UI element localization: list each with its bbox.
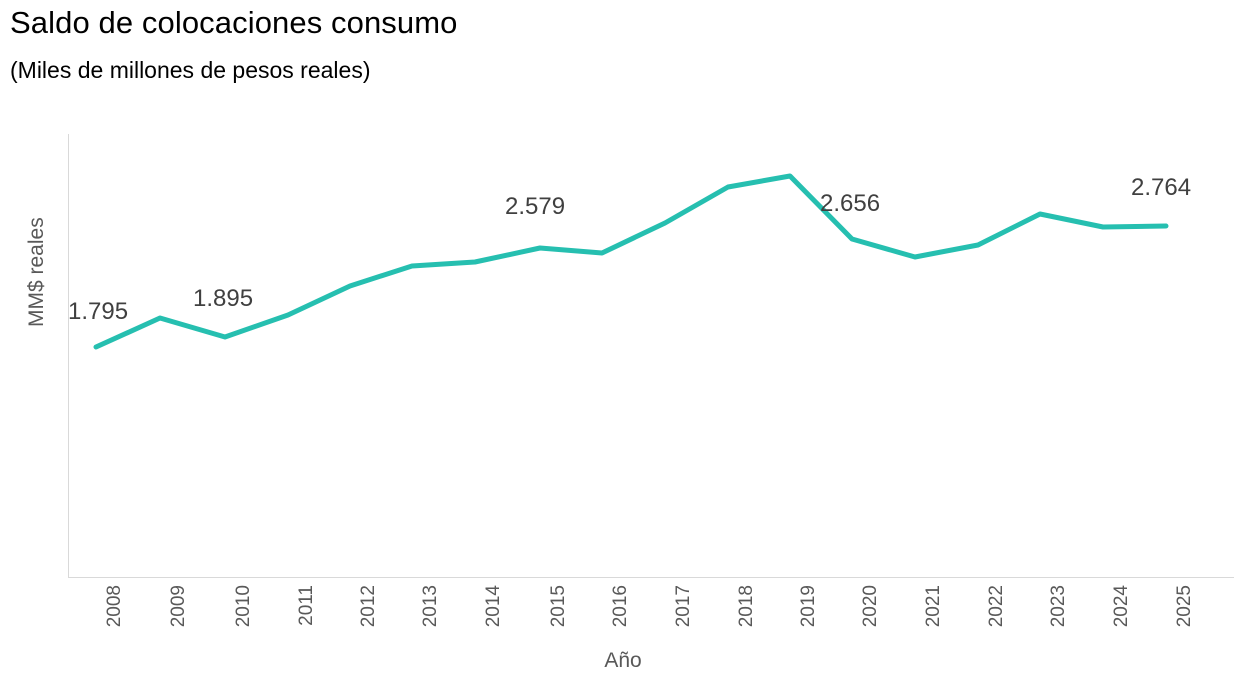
data-label-2010: 1.895	[193, 285, 254, 312]
x-tick-label-2020: 2020	[860, 585, 881, 628]
x-tick-label-2016: 2016	[610, 585, 631, 628]
x-tick-label-2013: 2013	[420, 585, 441, 628]
x-tick-label-2019: 2019	[798, 585, 819, 628]
series-line-saldo	[93, 173, 1169, 350]
data-label-2015: 2.579	[505, 193, 566, 220]
data-label-2020: 2.656	[820, 190, 881, 217]
data-label-2008: 1.795	[68, 298, 129, 325]
x-tick-label-2015: 2015	[548, 585, 569, 628]
data-label-2025: 2.764	[1131, 174, 1192, 201]
chart-subtitle: (Miles de millones de pesos reales)	[10, 57, 371, 83]
x-tick-label-2010: 2010	[233, 585, 254, 628]
x-tick-label-2008: 2008	[104, 585, 125, 628]
x-tick-label-2022: 2022	[986, 585, 1007, 628]
x-tick-label-2021: 2021	[923, 585, 944, 628]
x-tick-label-2018: 2018	[736, 585, 757, 628]
x-tick-label-2024: 2024	[1111, 585, 1132, 628]
x-tick-label-2009: 2009	[168, 585, 189, 628]
x-tick-label-2023: 2023	[1048, 585, 1069, 628]
x-axis-line	[68, 577, 1234, 578]
y-axis-line	[68, 134, 69, 578]
x-tick-label-2012: 2012	[358, 585, 379, 628]
x-tick-label-2014: 2014	[483, 585, 504, 628]
x-tick-label-2011: 2011	[296, 585, 317, 626]
chart-title: Saldo de colocaciones consumo	[10, 5, 458, 40]
x-tick-label-2025: 2025	[1174, 585, 1195, 628]
x-tick-label-2017: 2017	[673, 585, 694, 628]
